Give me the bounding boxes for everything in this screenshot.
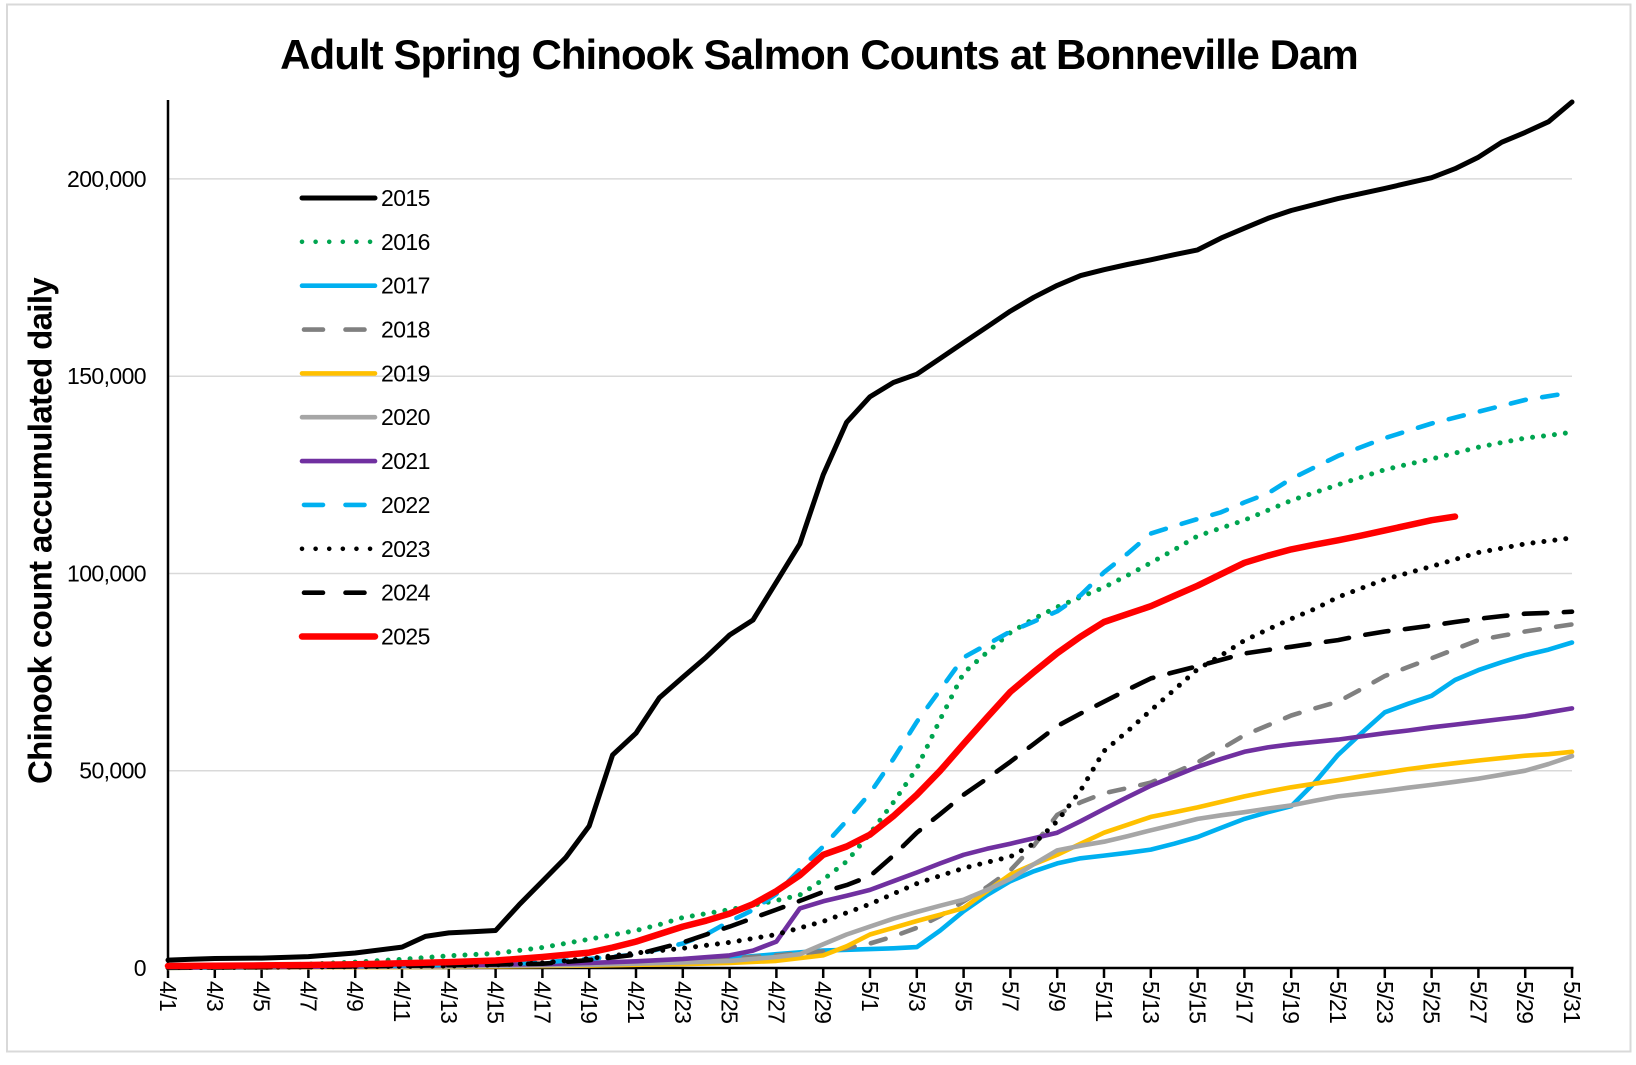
svg-text:4/15: 4/15 [483,981,509,1023]
svg-text:2023: 2023 [381,536,430,562]
svg-text:2019: 2019 [381,360,430,386]
svg-text:4/3: 4/3 [202,981,228,1011]
svg-text:5/15: 5/15 [1185,981,1211,1023]
svg-text:2017: 2017 [381,273,430,299]
svg-text:5/19: 5/19 [1278,981,1304,1023]
svg-text:4/11: 4/11 [389,981,415,1022]
svg-text:4/25: 4/25 [717,981,743,1023]
svg-text:4/9: 4/9 [342,981,368,1011]
svg-text:5/27: 5/27 [1465,981,1491,1023]
svg-text:5/21: 5/21 [1325,981,1351,1023]
svg-text:5/31: 5/31 [1559,981,1585,1023]
svg-text:Chinook count accumulated dail: Chinook count accumulated daily [22,277,59,784]
svg-text:50,000: 50,000 [79,758,146,784]
svg-text:2024: 2024 [381,580,431,606]
svg-text:5/5: 5/5 [951,981,977,1011]
svg-text:200,000: 200,000 [67,166,146,192]
svg-text:2021: 2021 [381,448,430,474]
svg-text:4/23: 4/23 [670,981,696,1023]
svg-text:4/29: 4/29 [810,981,836,1023]
svg-text:4/21: 4/21 [623,981,649,1023]
svg-text:2018: 2018 [381,317,430,343]
svg-text:2020: 2020 [381,404,430,430]
svg-text:4/17: 4/17 [529,981,555,1023]
svg-text:2015: 2015 [381,185,430,211]
svg-text:4/27: 4/27 [763,981,789,1023]
svg-text:2025: 2025 [381,624,430,650]
svg-text:5/25: 5/25 [1419,981,1445,1023]
svg-text:4/19: 4/19 [576,981,602,1023]
svg-text:2016: 2016 [381,229,430,255]
svg-text:150,000: 150,000 [67,363,146,389]
svg-text:5/9: 5/9 [1044,981,1070,1011]
svg-text:5/29: 5/29 [1512,981,1538,1023]
svg-text:5/17: 5/17 [1231,981,1257,1023]
svg-text:4/13: 4/13 [436,981,462,1023]
svg-text:4/7: 4/7 [295,981,321,1011]
svg-text:2022: 2022 [381,492,430,518]
svg-text:5/23: 5/23 [1372,981,1398,1023]
svg-text:5/13: 5/13 [1138,981,1164,1023]
svg-text:5/3: 5/3 [904,981,930,1011]
svg-text:5/11: 5/11 [1091,981,1117,1022]
svg-text:0: 0 [134,955,146,981]
svg-text:100,000: 100,000 [67,561,146,587]
svg-text:4/1: 4/1 [155,981,181,1011]
svg-text:5/1: 5/1 [857,981,883,1011]
svg-text:5/7: 5/7 [997,981,1023,1011]
svg-text:4/5: 4/5 [249,981,275,1011]
svg-text:Adult Spring Chinook Salmon Co: Adult Spring Chinook Salmon Counts at Bo… [280,31,1358,78]
